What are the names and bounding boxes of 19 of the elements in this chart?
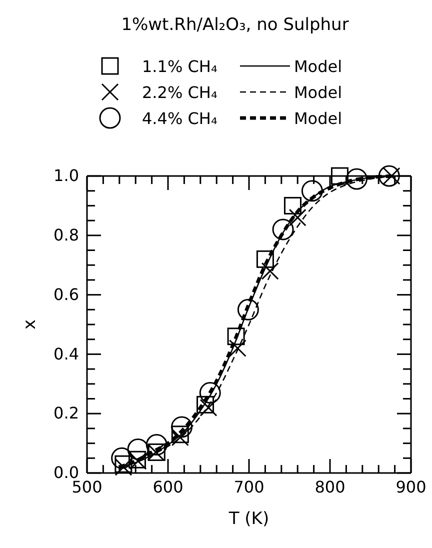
y-axis-title: x [20,319,40,330]
x-axis-title: T (K) [228,509,270,529]
y-tick-label: 0.6 [54,284,79,304]
x-tick-label: 900 [396,477,426,496]
x-tick-label: 800 [314,477,346,496]
y-tick-label: 1.0 [54,166,79,186]
legend-label: Model [294,83,342,102]
legend-label: 1.1% CH₄ [142,57,218,76]
x-tick-label: 500 [72,477,102,496]
y-tick-label: 0.2 [54,404,79,423]
x-tick-label: 700 [234,477,264,496]
legend-label: Model [294,57,342,76]
y-tick-label: 0.4 [54,344,79,364]
x-tick-label: 600 [152,477,184,496]
legend-label: Model [294,109,342,128]
legend-label: 4.4% CH₄ [142,109,218,128]
chart-title: 1%wt.Rh/Al₂O₃, no Sulphur [121,15,349,35]
legend-label: 2.2% CH₄ [142,83,218,102]
y-tick-label: 0.8 [54,226,79,245]
